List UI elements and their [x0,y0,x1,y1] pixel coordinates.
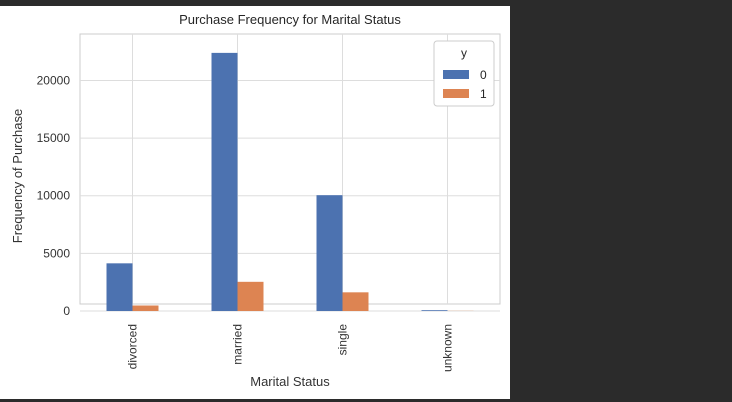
bar-divorced-series-0 [106,263,133,311]
y-tick-label: 15000 [37,131,71,145]
x-tick-label: single [336,324,350,356]
y-axis-title: Frequency of Purchase [10,109,25,243]
legend-label: 1 [480,87,487,101]
bar-unknown-series-0 [421,310,448,311]
y-tick-labels: 0 5000 10000 15000 20000 [37,73,71,318]
bar-chart: Purchase Frequency for Marital Status 0 5… [10,12,501,389]
x-axis-title: Marital Status [250,374,330,389]
y-tick-label: 5000 [43,246,70,260]
y-tick-label: 0 [63,304,70,318]
legend-swatch [443,89,469,98]
x-tick-labels: divorced married single unknown [126,324,455,372]
bar-married-series-1 [237,281,264,311]
x-tick-label: unknown [441,324,455,372]
bar-single-series-0 [316,195,343,311]
bar-married-series-0 [211,52,238,311]
legend-label: 0 [480,68,487,82]
x-tick-label: married [231,324,245,365]
plot-area [79,33,501,305]
legend: y 0 1 [433,40,495,107]
bar-divorced-series-1 [132,305,159,311]
y-tick-label: 20000 [37,73,71,87]
bars [106,52,474,311]
bar-single-series-1 [342,292,369,311]
x-tick-label: divorced [126,324,140,369]
legend-swatch [443,70,469,79]
chart-figure: Purchase Frequency for Marital Status 0 5… [0,6,510,399]
chart-title: Purchase Frequency for Marital Status [179,12,401,27]
legend-title: y [461,46,467,60]
y-tick-label: 10000 [37,189,71,203]
